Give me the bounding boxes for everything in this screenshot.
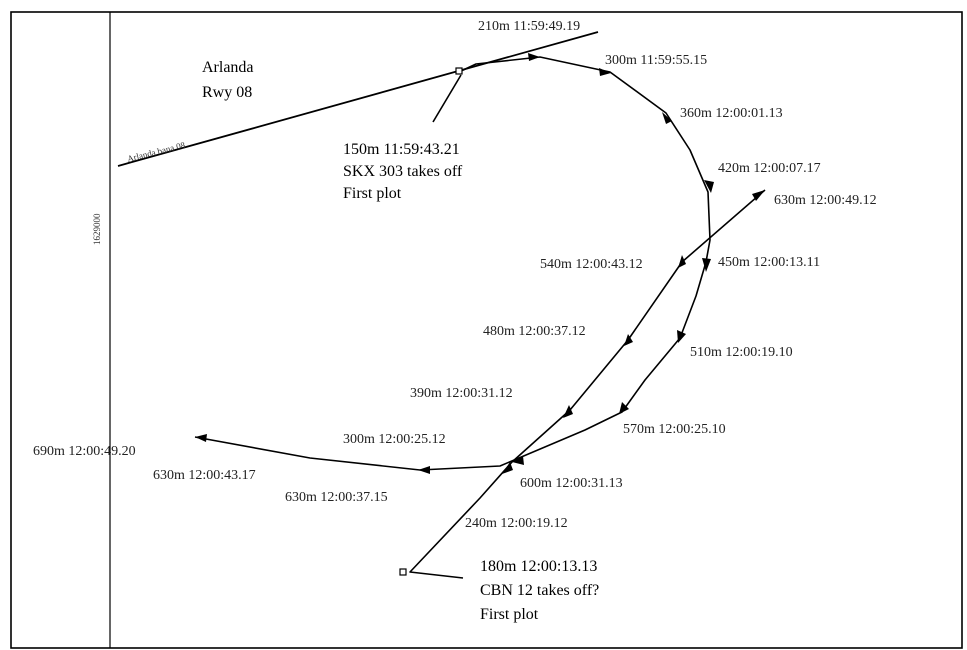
plot-label-skx303-3: 360m 12:00:01.13 <box>680 106 783 121</box>
plot-label-cbn12-2: 300m 12:00:25.12 <box>343 432 446 447</box>
first-plot-note-cbn12-2: CBN 12 takes off? <box>480 582 599 599</box>
track-arrow <box>512 456 524 465</box>
plot-label-cbn12-1: 240m 12:00:19.12 <box>465 516 568 531</box>
plot-label-cbn12-5: 540m 12:00:43.12 <box>540 257 643 272</box>
track-cbn12 <box>409 189 766 579</box>
first-plot-note-cbn12-1: 180m 12:00:13.13 <box>480 558 597 575</box>
plot-label-skx303-1: 210m 11:59:49.19 <box>478 19 580 34</box>
first-plot-note-skx303-2: SKX 303 takes off <box>343 163 463 180</box>
first-plot-note-skx303-3: First plot <box>343 185 402 202</box>
plot-label-skx303-9: 630m 12:00:37.15 <box>285 490 388 505</box>
track-arrow <box>678 255 686 268</box>
axis-tick-label: 1629000 <box>92 213 102 245</box>
track-arrow <box>619 402 629 414</box>
plot-label-cbn12-3: 390m 12:00:31.12 <box>410 386 513 401</box>
plot-label-cbn12-6: 630m 12:00:49.12 <box>774 193 877 208</box>
first-plot-note-cbn12-3: First plot <box>480 606 539 623</box>
runway-line-label: Arlanda bana 08 <box>126 140 187 164</box>
plot-label-skx303-7: 570m 12:00:25.10 <box>623 422 726 437</box>
track-arrow <box>702 258 711 272</box>
track-arrow <box>704 180 714 193</box>
plot-label-skx303-6: 510m 12:00:19.10 <box>690 345 793 360</box>
plot-label-skx303-8: 600m 12:00:31.13 <box>520 476 623 491</box>
runway-line <box>117 31 599 167</box>
plot-label-skx303-11: 690m 12:00:49.20 <box>33 444 136 459</box>
plot-label-skx303-10: 630m 12:00:43.17 <box>153 468 256 483</box>
plot-frame <box>10 11 963 649</box>
track-arrow <box>418 466 430 474</box>
runway-title: Arlanda <box>202 59 254 76</box>
track-arrow <box>195 434 207 442</box>
track-arrow <box>528 53 540 61</box>
track-arrow <box>677 330 686 343</box>
track-cbn12-arrows <box>502 190 765 474</box>
plot-label-skx303-5: 450m 12:00:13.11 <box>718 255 820 270</box>
first-plot-note-skx303-1: 150m 11:59:43.21 <box>343 141 460 158</box>
track-arrow <box>624 334 633 346</box>
track-arrow <box>563 405 573 418</box>
first-plot-marker-skx303 <box>455 67 463 75</box>
track-skx303 <box>194 56 711 471</box>
track-arrow <box>752 190 765 201</box>
track-arrow <box>662 112 672 124</box>
track-skx303-arrows <box>195 53 714 474</box>
first-plot-marker-cbn12 <box>399 568 407 576</box>
plot-label-skx303-2: 300m 11:59:55.15 <box>605 53 707 68</box>
track-arrow <box>599 68 611 76</box>
runway-designator: Rwy 08 <box>202 84 252 101</box>
callout-line-skx303 <box>432 74 462 123</box>
track-arrow <box>502 462 513 474</box>
plot-label-skx303-4: 420m 12:00:07.17 <box>718 161 821 176</box>
plot-label-cbn12-4: 480m 12:00:37.12 <box>483 324 586 339</box>
